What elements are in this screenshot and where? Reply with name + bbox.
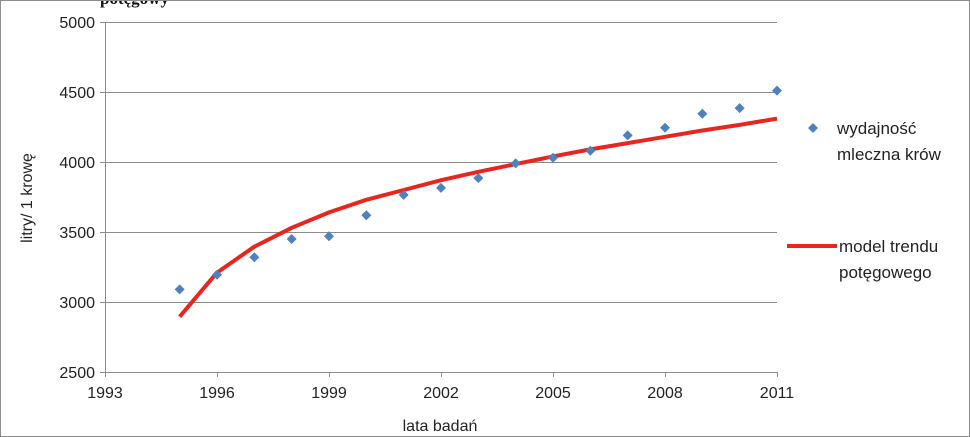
data-point: [473, 173, 484, 184]
legend-label-trend: potęgowego: [839, 263, 932, 282]
legend-marker-points: [808, 123, 818, 133]
gridlines: [105, 22, 777, 303]
data-point: [174, 284, 185, 295]
cut-off-title: potęgowy: [100, 0, 169, 8]
x-tick-label: 2011: [760, 385, 795, 402]
y-tick-label: 4500: [59, 85, 95, 102]
data-point: [585, 145, 596, 156]
data-point: [622, 130, 633, 141]
x-tick-label: 2005: [535, 385, 571, 402]
x-tick-labels: 1993 1996 1999 2002 2005 2008 2011: [87, 385, 794, 402]
y-tick-label: 3500: [59, 225, 95, 242]
data-point: [286, 234, 297, 244]
data-point: [436, 182, 446, 193]
data-point: [398, 189, 409, 200]
y-tick-label: 3000: [59, 295, 95, 312]
data-point: [249, 252, 260, 263]
y-tick-label: 4000: [59, 155, 95, 172]
data-point: [772, 85, 782, 96]
x-tick-label: 2008: [647, 385, 683, 402]
data-point: [361, 210, 372, 221]
x-tick-label: 1996: [199, 385, 235, 402]
x-tick-label: 1993: [87, 385, 123, 402]
y-tick-label: 2500: [59, 365, 95, 382]
data-point: [697, 108, 708, 119]
cut-off-title-text: potęgowy: [100, 0, 169, 8]
legend-label-trend: model trendu: [839, 237, 938, 256]
data-point: [212, 269, 222, 280]
data-point: [548, 152, 558, 163]
data-point: [660, 122, 670, 133]
x-axis-title: lata badań: [403, 418, 478, 435]
x-tick-label: 1999: [311, 385, 347, 402]
x-tick-label: 2002: [423, 385, 459, 402]
data-points: [174, 85, 782, 295]
legend-label-points: mleczna krów: [837, 145, 942, 164]
y-axis-title: litry/ 1 krowę: [19, 153, 36, 243]
trend-line: [178, 116, 778, 318]
trend-line-group: [178, 116, 778, 318]
y-tick-label: 5000: [59, 15, 95, 32]
legend: wydajność mleczna krów model trendu potęgow…: [787, 119, 942, 282]
axes: [100, 22, 778, 377]
data-point: [734, 103, 745, 114]
legend-label-points: wydajność: [836, 119, 917, 138]
data-point: [324, 231, 334, 242]
y-tick-labels: 2500 3000 3500 4000 4500 5000: [59, 15, 95, 382]
axis-titles: lata badań litry/ 1 krowę: [19, 153, 477, 435]
data-point: [510, 158, 521, 169]
